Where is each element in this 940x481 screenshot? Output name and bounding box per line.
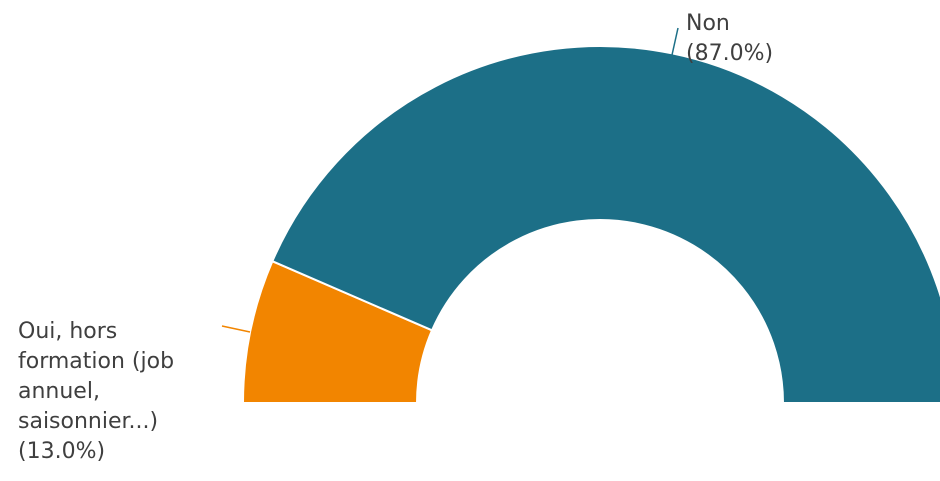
slice-percent-label: (87.0%) xyxy=(686,41,773,66)
slice-label-line: Non xyxy=(686,11,730,36)
leader-line-non xyxy=(671,27,679,56)
slice-label-line: formation (job xyxy=(18,349,174,374)
slice-label-oui: Oui, hors formation (job annuel, saisonnier… xyxy=(18,319,174,464)
slice-label-line: Oui, hors xyxy=(18,319,117,344)
slice-label-line: saisonnier...) xyxy=(18,409,158,434)
slice-non xyxy=(271,45,940,404)
leader-line-oui xyxy=(221,325,251,333)
slice-percent-label: (13.0%) xyxy=(18,439,105,464)
slice-label-non: Non (87.0%) xyxy=(686,11,773,66)
slice-label-line: annuel, xyxy=(18,379,100,404)
